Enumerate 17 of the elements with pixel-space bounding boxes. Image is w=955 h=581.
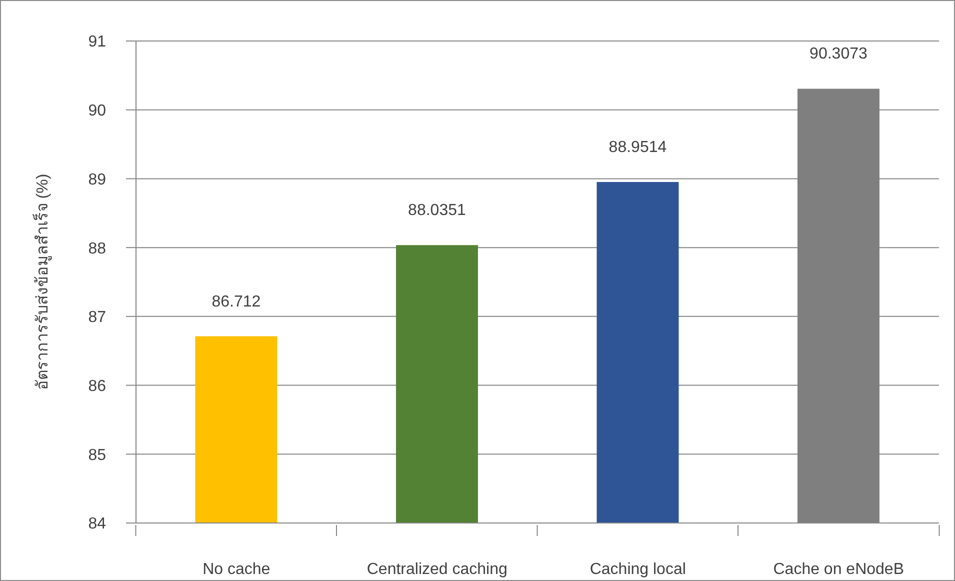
y-tick-label: 85 — [88, 446, 106, 464]
x-tick-label: Centralized caching — [366, 561, 508, 578]
y-tick-label: 91 — [88, 34, 106, 51]
data-label: 86.712 — [212, 293, 261, 310]
y-tick-label: 89 — [88, 171, 106, 188]
x-tick-label: Cache on eNodeB — [773, 561, 904, 578]
y-axis-title: อัตราการรับส่งข้อมูลสำเร็จ (%) — [32, 174, 52, 390]
data-label: 88.9514 — [608, 139, 667, 156]
y-tick-label: 84 — [88, 516, 106, 533]
y-tick-label: 86 — [88, 378, 106, 395]
data-label: 88.0351 — [408, 202, 466, 220]
x-tick-label: Caching local — [590, 561, 686, 578]
y-tick-label: 88 — [88, 240, 106, 258]
y-tick-label: 90 — [88, 102, 106, 120]
x-tick-label: No cache — [202, 561, 270, 578]
y-tick-label: 87 — [88, 309, 106, 326]
data-label: 90.3073 — [810, 46, 868, 63]
